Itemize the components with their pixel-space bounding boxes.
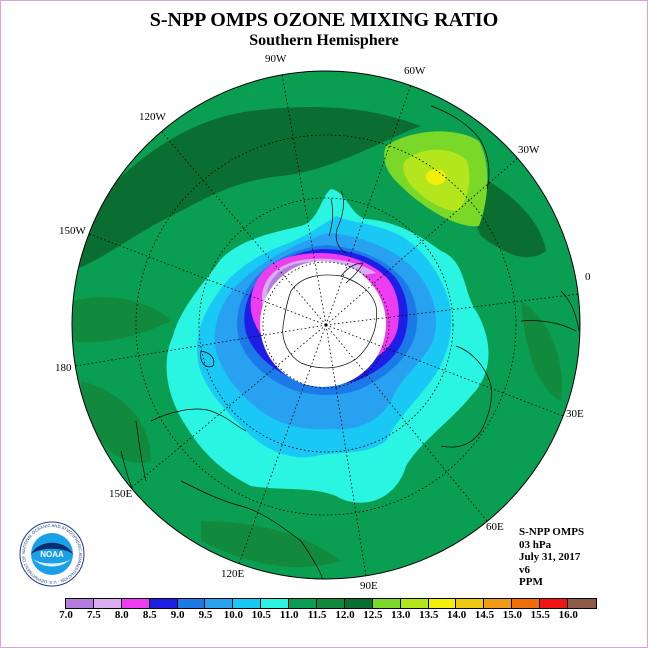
colorbar-tick-label: 9.0 [170,609,185,621]
colorbar-tick-label: 10.0 [223,609,244,621]
colorbar-tick-label: 9.5 [198,609,213,621]
colorbar-swatch [66,599,94,608]
colorbar-tick-label: 15.5 [530,609,550,621]
colorbar-swatch [261,599,290,608]
colorbar-tick-label: 8.0 [114,609,129,621]
map-title: S-NPP OMPS OZONE MIXING RATIO [149,9,499,31]
colorbar-tick-label: 10.5 [251,609,271,621]
info-product: S-NPP OMPS [519,526,585,538]
info-version: v6 [519,563,530,576]
colorbar-tick-label: 13.0 [391,609,411,621]
colorbar-swatch [289,599,318,608]
lon-label-150w: 150W [59,225,87,237]
colorbar-tick-label: 11.0 [279,609,299,621]
lon-label-120e: 120E [221,568,245,580]
colorbar-tick-label: 14.0 [446,609,467,621]
colorbar-swatch [428,599,457,608]
colorbar-tick-label: 14.5 [474,609,495,621]
info-date: July 31, 2017 [519,551,581,563]
colorbar-swatch [400,599,429,608]
ozone-field [72,71,580,579]
lon-label-60w: 60W [404,65,426,77]
colorbar-swatch [121,599,150,608]
colorbar-tick-label: 11.5 [307,609,327,621]
lon-label-90e: 90E [360,580,378,592]
colorbar-tick-label: 8.5 [142,609,157,621]
colorbar-swatch [456,599,485,608]
latitude-circles [135,134,517,516]
colorbar-swatch [344,599,373,608]
colorbar-tick-label: 7.5 [87,609,101,621]
colorbar-swatch [512,599,541,608]
map-boundary [71,70,581,580]
info-units: PPM [519,576,543,588]
lon-label-120w: 120W [139,111,167,123]
colorbar [65,598,597,609]
colorbar-swatch [93,599,122,608]
svg-text:NOAA: NOAA [40,550,64,559]
noaa-logo: NATIONAL OCEANIC AND ATMOSPHERIC ADMINIS… [19,521,85,587]
colorbar-swatch [317,599,345,608]
colorbar-swatch [372,599,401,608]
colorbar-tick-label: 7.0 [59,609,73,621]
colorbar-swatch [540,599,569,608]
lon-label-0: 0 [585,271,591,283]
colorbar-tick-label: 16.0 [558,609,578,621]
colorbar-tick-labels: 7.0 7.5 8.0 8.5 9.0 9.5 10.0 10.5 11.0 11.5 12.0 12… [1,609,647,623]
colorbar-tick-label: 15.0 [502,609,523,621]
lon-label-180: 180 [55,362,72,374]
lon-label-60e: 60E [486,521,504,533]
info-level: 03 hPa [519,538,552,551]
colorbar-swatch [568,599,596,608]
colorbar-swatch [233,599,262,608]
colorbar-swatch [149,599,178,608]
colorbar-tick-label: 12.0 [335,609,355,621]
longitude-labels: 90W 60W 30W 0 30E 60E 90E 120E 150E 180 … [55,53,591,592]
colorbar-swatch [484,599,513,608]
map-info-block: S-NPP OMPS 03 hPa July 31, 2017 v6 PPM [519,526,584,589]
lon-label-150e: 150E [109,488,133,500]
colorbar-tick-label: 12.5 [363,609,383,621]
map-subtitle: Southern Hemisphere [249,32,399,49]
colorbar-tick-label: 13.5 [419,609,439,621]
lon-label-30e: 30E [566,408,584,420]
colorbar-swatch [205,599,234,608]
lon-label-90w: 90W [265,53,287,65]
meridian-lines [74,73,580,577]
colorbar-swatch [177,599,206,608]
south-pole-marker [324,323,328,327]
lon-label-30w: 30W [518,144,540,156]
